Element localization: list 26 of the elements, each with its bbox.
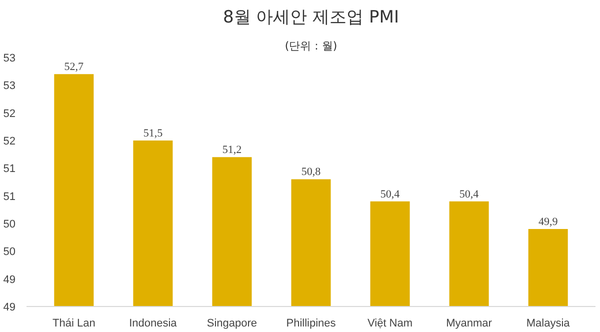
- x-tick-label: Singapore: [206, 318, 258, 330]
- data-label: 50,4: [380, 188, 400, 200]
- y-tick-label: 53: [3, 52, 16, 64]
- x-tick-label: Việt Nam: [368, 318, 413, 330]
- data-label: 51,2: [222, 144, 242, 156]
- data-label: 50,8: [301, 166, 322, 178]
- x-tick-label: Thái Lan: [52, 318, 96, 330]
- y-tick-label: 52: [3, 108, 16, 120]
- y-tick-label: 50: [3, 246, 16, 258]
- x-tick-label: Phillipines: [286, 318, 336, 330]
- y-tick-label: 52: [3, 136, 16, 148]
- data-label: 50,4: [459, 188, 480, 200]
- chart-subtitle: (단위 : 월): [284, 40, 338, 52]
- data-label: 52,7: [64, 61, 84, 74]
- y-tick-label: 50: [3, 218, 16, 230]
- data-label: 51,5: [143, 128, 164, 140]
- chart-title: 8월 아세안 제조업 PMI: [223, 8, 399, 28]
- x-tick-label: Myanmar: [446, 318, 492, 330]
- data-label: 49,9: [538, 216, 558, 228]
- x-tick-label: Malaysia: [526, 318, 571, 330]
- x-tick-label: Indonesia: [129, 318, 178, 330]
- y-tick-label: 51: [3, 190, 16, 203]
- y-tick-label: 51: [3, 163, 16, 176]
- y-tick-label: 49: [3, 302, 16, 314]
- y-tick-label: 49: [3, 274, 16, 286]
- y-tick-label: 53: [3, 80, 16, 92]
